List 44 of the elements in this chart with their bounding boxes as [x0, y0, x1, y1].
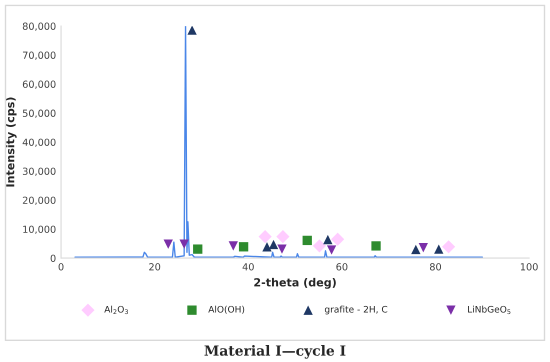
- y-tick-label: 30,000: [22, 168, 56, 176]
- point: [268, 240, 278, 250]
- legend-label: AlO(OH): [208, 306, 244, 314]
- point: [238, 242, 248, 252]
- y-tick-label: 40,000: [22, 138, 56, 147]
- x-tick-label: 60: [336, 263, 348, 270]
- y-axis-title: Intensity (cps): [6, 98, 17, 187]
- point: [262, 242, 272, 252]
- point: [323, 234, 332, 244]
- x-tick-label: 20: [149, 263, 160, 270]
- point: [326, 245, 336, 255]
- x-tick-label: 80: [430, 263, 442, 270]
- point: [179, 240, 189, 249]
- point: [187, 26, 197, 35]
- point: [312, 239, 326, 253]
- line-series: [74, 26, 483, 258]
- point: [418, 243, 428, 252]
- legend-label: grafite - 2H, C: [324, 306, 388, 314]
- point: [302, 236, 312, 246]
- y-tick-label: 70,000: [22, 52, 56, 60]
- legend-label: LiNbGeO$_{5}$: [468, 306, 510, 314]
- point: [442, 240, 456, 254]
- x-tick-label: 40: [242, 263, 254, 270]
- text: Material I—cycle I: [204, 345, 346, 359]
- point: [434, 244, 444, 254]
- y-tick-label: 0: [50, 254, 56, 262]
- point: [164, 240, 173, 249]
- x-tick-label: 0: [58, 263, 64, 270]
- y-tick-label: 80,000: [22, 22, 56, 31]
- point: [277, 244, 287, 254]
- point: [193, 244, 202, 254]
- x-tick-label: 100: [520, 263, 538, 270]
- legend-label: Al$_{2}$O$_{3}$: [104, 306, 128, 314]
- point: [258, 230, 272, 244]
- y-tick-label: 20,000: [22, 196, 56, 205]
- point: [276, 230, 290, 244]
- point: [371, 241, 381, 251]
- point: [411, 244, 420, 254]
- y-tick-label: 50,000: [22, 110, 56, 118]
- y-tick-label: 10,000: [23, 226, 56, 234]
- point: [228, 241, 238, 251]
- y-tick-label: 60,000: [22, 80, 56, 89]
- point: [331, 232, 344, 246]
- x-axis-title: 2-theta (deg): [254, 278, 336, 289]
